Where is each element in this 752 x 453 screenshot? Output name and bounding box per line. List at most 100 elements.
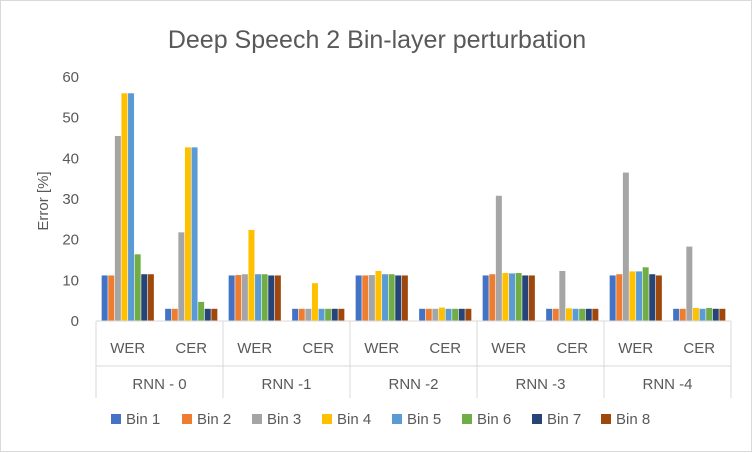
bar-bin-7 (268, 275, 275, 321)
bar-bin-6 (388, 274, 395, 321)
bar-bin-1 (355, 275, 362, 321)
bar-bin-7 (522, 275, 529, 321)
bar-bin-8 (528, 275, 535, 321)
legend: Bin 1 Bin 2 Bin 3 Bin 4 Bin 5 Bin 6 Bin 7 Bin 8 (111, 411, 650, 428)
bar-bin-1 (673, 308, 680, 321)
bar-bin-5 (636, 271, 643, 321)
bar-bin-5 (572, 308, 579, 321)
bar-bin-6 (134, 254, 141, 321)
bar-bin-5 (318, 308, 325, 321)
bar-bin-6 (515, 273, 522, 321)
bar-bin-2 (425, 308, 432, 321)
bar-bin-3 (305, 308, 312, 321)
bar-bin-3 (241, 274, 248, 321)
bar-bin-5 (509, 273, 516, 321)
bar-bin-2 (552, 308, 559, 321)
bar-bin-6 (261, 274, 268, 321)
bar-bin-6 (579, 308, 586, 321)
bar-bin-7 (141, 274, 148, 321)
bar-bin-2 (298, 308, 305, 321)
bar-bin-4 (184, 147, 191, 321)
y-tick-label: 40 (62, 150, 79, 167)
x-tick-label: CER (556, 340, 588, 357)
bar-bin-5 (255, 274, 262, 321)
bar-bin-7 (458, 308, 465, 321)
y-tick-label: 10 (62, 272, 79, 289)
bar-bin-8 (465, 308, 472, 321)
bar-bin-5 (382, 274, 389, 321)
x-tick-label: CER (429, 340, 461, 357)
bar-bin-2 (489, 274, 496, 321)
bar-bin-4 (375, 270, 382, 321)
bar-bin-3 (559, 270, 566, 321)
bar-bin-8 (401, 275, 408, 321)
bar-bin-3 (495, 195, 502, 321)
legend-swatch (182, 414, 192, 424)
bar-bin-8 (274, 275, 281, 321)
bar-bin-1 (482, 275, 489, 321)
legend-label: Bin 1 (126, 411, 160, 428)
legend-swatch (601, 414, 611, 424)
x-tick-label: WER (491, 340, 526, 357)
bar-bin-2 (362, 275, 369, 321)
legend-label: Bin 7 (547, 411, 581, 428)
bar-bin-7 (585, 308, 592, 321)
bar-bin-8 (338, 308, 345, 321)
legend-label: Bin 8 (616, 411, 650, 428)
bar-bin-3 (368, 275, 375, 321)
plot-area: 0 10 20 30 40 50 60 WER CER WER CER WER CER WER CER WER… (62, 69, 732, 398)
bar-bin-6 (706, 307, 713, 321)
bar-bin-5 (445, 308, 452, 321)
group-label: RNN -3 (515, 376, 565, 393)
group-label: RNN - 0 (132, 376, 186, 393)
bar-bin-8 (147, 274, 154, 321)
legend-swatch (322, 414, 332, 424)
bar-bin-4 (692, 307, 699, 321)
bar-bin-2 (171, 308, 178, 321)
bar-bin-2 (108, 275, 115, 321)
bar-bin-5 (699, 308, 706, 321)
bar-bin-7 (649, 274, 656, 321)
x-tick-label: WER (364, 340, 399, 357)
legend-label: Bin 5 (407, 411, 441, 428)
bar-bin-7 (331, 308, 338, 321)
bar-bin-4 (629, 271, 636, 321)
bar-bin-7 (712, 308, 719, 321)
bar-bin-1 (292, 308, 299, 321)
bar-bin-1 (419, 308, 426, 321)
bar-bin-4 (438, 307, 445, 321)
bar-bin-1 (228, 275, 235, 321)
bar-bin-6 (325, 308, 332, 321)
legend-swatch (111, 414, 121, 424)
chart-title: Deep Speech 2 Bin-layer perturbation (168, 26, 586, 54)
x-tick-label: WER (618, 340, 653, 357)
bar-bin-8 (211, 308, 218, 321)
y-tick-label: 0 (71, 313, 79, 330)
bar-bin-6 (198, 301, 205, 321)
y-tick-label: 50 (62, 110, 79, 127)
bar-bin-1 (546, 308, 553, 321)
bar-bin-8 (655, 275, 662, 321)
legend-swatch (392, 414, 402, 424)
bar-bin-1 (165, 308, 172, 321)
bar-bin-5 (191, 147, 198, 321)
group-label: RNN -1 (261, 376, 311, 393)
bar-bin-4 (248, 229, 255, 321)
bar-bin-1 (609, 275, 616, 321)
y-tick-label: 20 (62, 232, 79, 249)
bar-bin-4 (311, 283, 318, 321)
x-tick-label: CER (302, 340, 334, 357)
legend-label: Bin 3 (267, 411, 301, 428)
legend-swatch (462, 414, 472, 424)
bar-bin-4 (121, 93, 128, 322)
bar-bin-1 (101, 275, 108, 321)
bar-bin-8 (592, 308, 599, 321)
bar-bin-7 (204, 308, 211, 321)
legend-label: Bin 6 (477, 411, 511, 428)
x-tick-label: CER (175, 340, 207, 357)
legend-label: Bin 4 (337, 411, 371, 428)
legend-swatch (252, 414, 262, 424)
bar-bin-5 (128, 93, 135, 322)
